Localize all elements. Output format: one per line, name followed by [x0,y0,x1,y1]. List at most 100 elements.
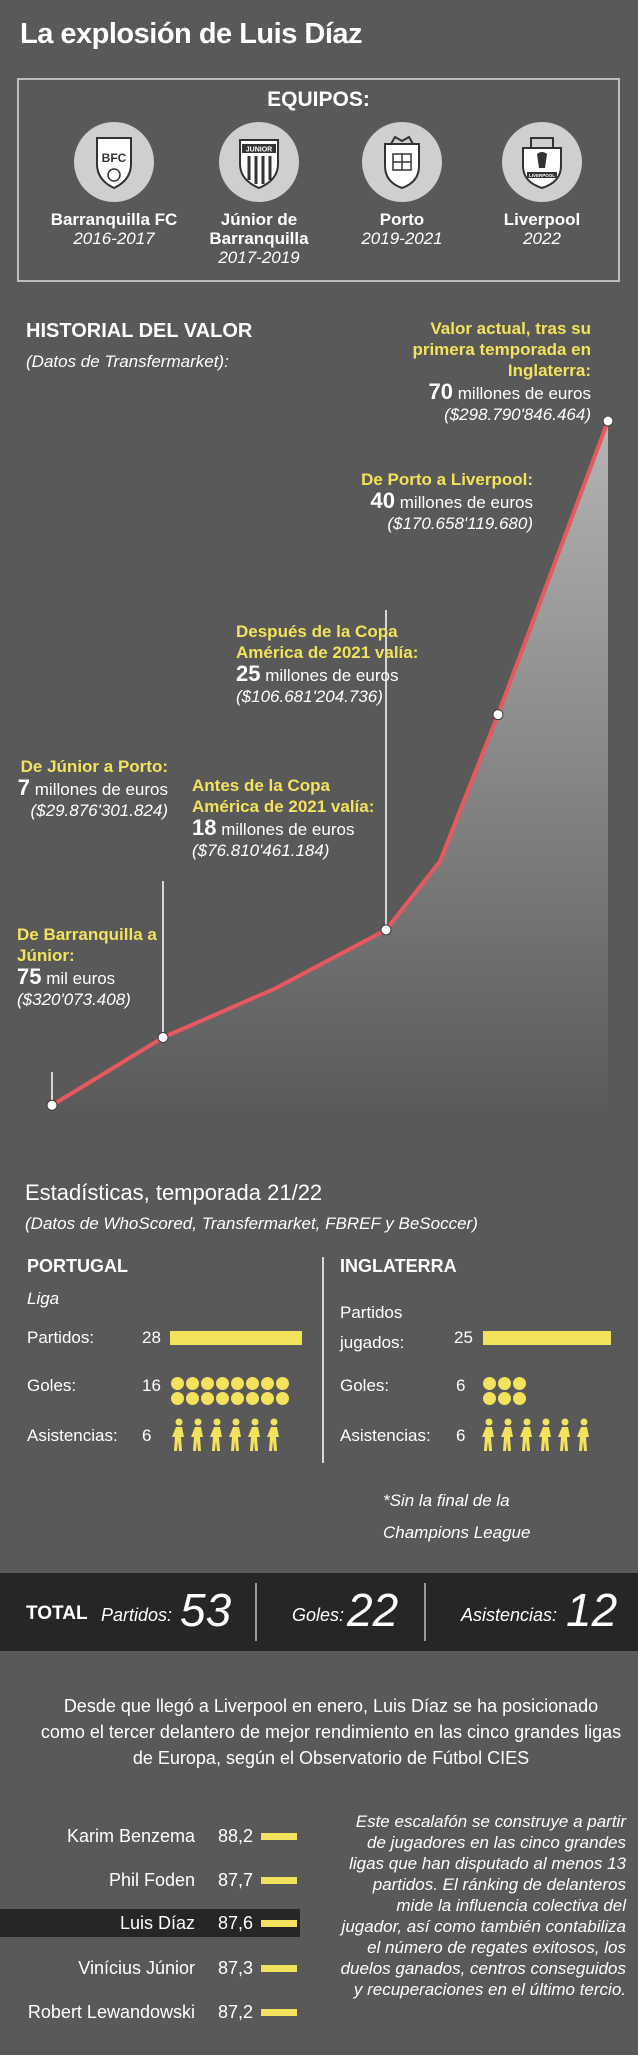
ranking-row-highlighted: Luis Díaz 87,6 [0,1909,300,1937]
player-figure-icon [575,1418,592,1457]
milestone-6: Valor actual, tras su primera temporada … [376,318,591,425]
inglaterra-asistencias-value: 6 [456,1426,466,1445]
portugal-asistencias-label: Asistencias: [27,1426,118,1445]
portugal-partidos-label: Partidos: [27,1328,95,1347]
milestone-label: De Barranquilla a Júnior: [17,925,157,965]
value-point [46,1099,58,1111]
total-asistencias-label: Asistencias: [461,1605,558,1625]
portugal-goles-label: Goles: [27,1376,77,1395]
inglaterra-asistencias-figures [480,1418,594,1457]
goal-dot-icon [246,1377,259,1390]
ranking-player-name: Vinícius Júnior [78,1958,195,1978]
team-years: 2019-2021 [361,229,443,248]
portugal-heading: PORTUGAL [27,1256,128,1276]
goal-dot-icon [276,1392,289,1405]
total-separator [255,1583,257,1641]
page-title: La explosión de Luis Díaz [20,18,363,50]
portugal-goles-dots [170,1376,302,1406]
goal-dot-icon [231,1377,244,1390]
teams-box: EQUIPOS: BFC Barranquilla FC 2016-2017 J… [17,78,620,282]
goal-dot-icon [513,1392,526,1405]
goal-dot-icon [171,1392,184,1405]
inglaterra-partidos-label: Partidos jugados: [340,1303,405,1352]
stats-source: (Datos de WhoScored, Transfermarket, FBR… [25,1214,478,1233]
player-figure-icon [556,1418,573,1457]
ranking-score: 87,2 [218,2002,254,2022]
player-figure-icon [246,1418,263,1457]
team-years: 2016-2017 [73,229,155,248]
ranking-score: 87,3 [218,1958,254,1978]
goal-dot-icon [201,1377,214,1390]
milestone-unit: mil euros [46,969,116,988]
value-point [492,709,504,721]
player-figure-icon [170,1418,187,1457]
milestone-unit: millones de euros [221,820,355,839]
milestone-value: 40 [370,488,396,513]
milestone-label: Valor actual, tras su primera temporada … [412,319,591,380]
goal-dot-icon [513,1377,526,1390]
player-figure-icon [537,1418,554,1457]
valuation-chart [46,415,614,1116]
milestone-unit: millones de euros [265,666,399,685]
milestone-3: Antes de la Copa América de 2021 valía: … [192,775,382,861]
crest-text-junior: JUNIOR [246,147,272,154]
milestone-value: 18 [192,815,217,840]
inglaterra-partidos-value: 25 [454,1328,473,1347]
liverpool-crest-icon: LIVERPOOL [502,122,582,202]
total-label: TOTAL [26,1603,88,1624]
goal-dot-icon [498,1377,511,1390]
player-figure-icon [265,1418,282,1457]
ranking-row: Robert Lewandowski 87,2 [0,1998,300,2026]
goal-dot-icon [216,1377,229,1390]
goal-dot-icon [261,1377,274,1390]
inglaterra-heading: INGLATERRA [340,1256,457,1276]
ranking-row: Karim Benzema 88,2 [0,1822,300,1850]
valuation-heading: HISTORIAL DEL VALOR [26,320,253,342]
crest-text-bfc: BFC [102,151,127,165]
team-liverpool: LIVERPOOL Liverpool 2022 [467,122,617,248]
goal-dot-icon [483,1377,496,1390]
milestone-4: Después de la Copa América de 2021 valía… [236,621,454,707]
milestone-label: Antes de la Copa América de 2021 valía: [192,776,375,816]
milestone-label: Después de la Copa América de 2021 valía… [236,622,419,662]
goal-dot-icon [483,1392,496,1405]
ranking-score: 88,2 [218,1826,254,1846]
valuation-source: (Datos de Transfermarket): [26,352,229,371]
total-goles-label: Goles: [292,1605,345,1625]
team-porto: Porto 2019-2021 [327,122,477,248]
champions-footnote: *Sin la final de la Champions League [383,1491,531,1542]
team-name: Porto [379,210,425,229]
portugal-league: Liga [27,1289,60,1308]
milestone-pesos: ($76.810'461.184) [192,841,330,860]
portugal-goles-value: 16 [142,1376,161,1395]
milestone-value: 25 [236,661,261,686]
value-area [52,421,608,1116]
player-figure-icon [208,1418,225,1457]
portugal-asistencias-figures [170,1418,284,1457]
team-barranquilla: BFC Barranquilla FC 2016-2017 [39,122,189,248]
ranking-row: Vinícius Júnior 87,3 [0,1954,300,1982]
stats-title: Estadísticas, temporada 21/22 [25,1180,323,1205]
player-figure-icon [518,1418,535,1457]
total-partidos-label: Partidos: [101,1605,173,1625]
crest-text-liverpool: LIVERPOOL [529,173,555,178]
goal-dot-icon [261,1392,274,1405]
goal-dot-icon [498,1392,511,1405]
portugal-partidos-value: 28 [142,1328,161,1347]
player-figure-icon [189,1418,206,1457]
value-point [380,924,392,936]
goal-dot-icon [186,1377,199,1390]
player-figure-icon [499,1418,516,1457]
milestone-pesos: ($170.658'119.680) [387,514,533,533]
inglaterra-goles-value: 6 [456,1376,466,1395]
ranking-row: Phil Foden 87,7 [0,1866,300,1894]
portugal-asistencias-value: 6 [142,1426,152,1445]
ranking-bar [261,1877,297,1884]
goal-dot-icon [216,1392,229,1405]
goal-dot-icon [246,1392,259,1405]
milestone-1: De Barranquilla a Júnior: 75 mil euros (… [17,924,197,1010]
goal-dot-icon [201,1392,214,1405]
milestone-value: 7 [17,775,31,800]
milestone-unit: millones de euros [399,493,533,512]
portugal-partidos-bar [170,1331,302,1345]
